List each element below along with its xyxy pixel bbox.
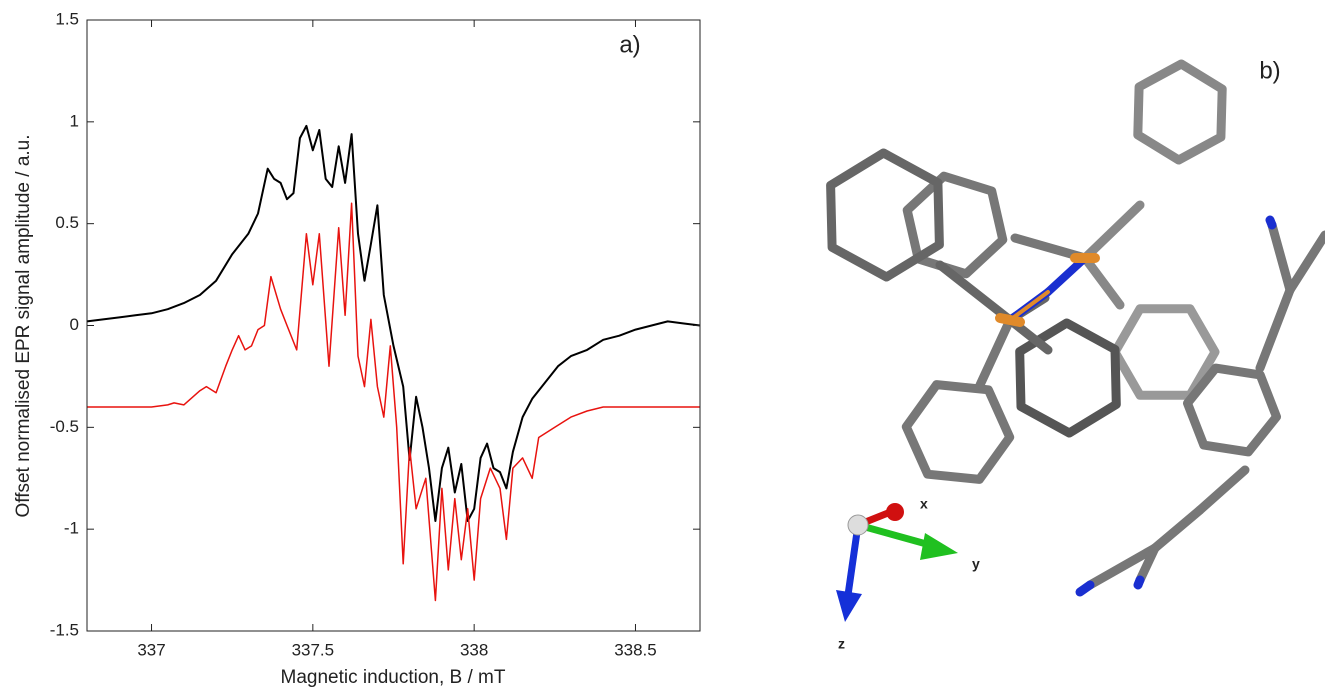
bond bbox=[1085, 205, 1140, 258]
series-line bbox=[87, 203, 700, 600]
y-tick-label: -1 bbox=[64, 519, 79, 538]
bond bbox=[1080, 585, 1090, 592]
y-axis-title: Offset normalised EPR signal amplitude /… bbox=[13, 134, 34, 517]
y-tick-label: 1 bbox=[70, 111, 79, 130]
bond bbox=[980, 320, 1010, 385]
arrow-head bbox=[836, 590, 862, 622]
ring bbox=[1188, 368, 1277, 452]
x-tick-label: 338.5 bbox=[614, 640, 657, 659]
y-tick-label: 0 bbox=[70, 315, 79, 334]
panel-label: b) bbox=[1259, 57, 1280, 84]
bond bbox=[1272, 225, 1290, 290]
x-axis-title: Magnetic induction, B / mT bbox=[281, 667, 506, 688]
x-tick-label: 337 bbox=[137, 640, 165, 659]
arrow-head bbox=[886, 503, 904, 521]
plot-frame bbox=[87, 20, 700, 631]
molecule bbox=[831, 64, 1325, 622]
axis-label-y: y bbox=[972, 556, 980, 572]
ring bbox=[906, 385, 1009, 480]
y-tick-label: 1.5 bbox=[55, 9, 79, 28]
bond bbox=[1010, 292, 1048, 320]
x-tick-label: 337.5 bbox=[292, 640, 335, 659]
ring bbox=[831, 153, 940, 277]
bond bbox=[1155, 510, 1200, 548]
bond bbox=[1290, 235, 1325, 290]
y-tick-label: -1.5 bbox=[50, 620, 79, 639]
ring bbox=[1138, 64, 1222, 160]
axis-arrow bbox=[858, 525, 930, 545]
bond bbox=[1270, 220, 1272, 225]
axis-label-x: x bbox=[920, 496, 928, 512]
y-tick-label: 0.5 bbox=[55, 213, 79, 232]
y-tick-label: -0.5 bbox=[50, 417, 79, 436]
series-line bbox=[87, 126, 700, 521]
bond bbox=[1085, 258, 1120, 305]
origin bbox=[848, 515, 868, 535]
x-tick-label: 338 bbox=[460, 640, 488, 659]
bond bbox=[1138, 580, 1140, 585]
axis-arrow bbox=[848, 525, 858, 595]
bond bbox=[1200, 470, 1245, 510]
bond bbox=[1260, 290, 1290, 368]
panel-label: a) bbox=[619, 31, 640, 58]
bond bbox=[1000, 318, 1020, 322]
arrow-head bbox=[920, 533, 958, 560]
axis-label-z: z bbox=[838, 636, 845, 652]
bond bbox=[1048, 258, 1085, 292]
figure: b) x y z Magnetic induction, B / mT Offs… bbox=[0, 0, 1325, 691]
bond bbox=[940, 265, 1010, 320]
